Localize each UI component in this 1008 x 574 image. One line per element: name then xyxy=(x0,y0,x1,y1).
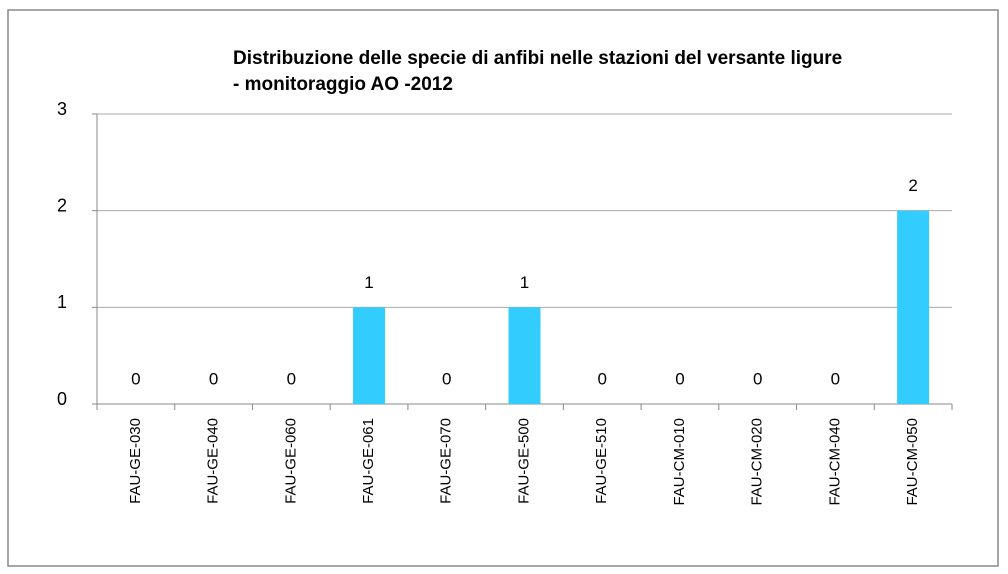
chart-border xyxy=(7,9,999,567)
value-label: 0 xyxy=(831,369,840,388)
bar xyxy=(353,307,386,404)
x-tick-label: FAU-CM-040 xyxy=(826,418,843,506)
y-tick-label: 0 xyxy=(57,389,67,409)
value-label: 1 xyxy=(520,273,529,292)
x-tick-label: FAU-GE-040 xyxy=(205,418,222,504)
x-tick-label: FAU-GE-510 xyxy=(593,418,610,504)
y-tick-label: 1 xyxy=(57,292,67,312)
x-tick-label: FAU-GE-070 xyxy=(438,418,455,504)
x-tick-label: FAU-CM-020 xyxy=(749,418,766,506)
y-tick-label: 3 xyxy=(57,99,67,119)
value-label: 0 xyxy=(597,369,606,388)
bar xyxy=(508,307,541,404)
x-tick-label: FAU-GE-030 xyxy=(127,418,144,504)
value-label: 0 xyxy=(442,369,451,388)
y-tick-label: 2 xyxy=(57,195,67,215)
bar xyxy=(897,210,930,404)
x-tick-label: FAU-CM-010 xyxy=(671,418,688,506)
value-label: 0 xyxy=(209,369,218,388)
x-tick-label: FAU-GE-061 xyxy=(360,418,377,504)
value-label: 0 xyxy=(753,369,762,388)
x-tick-label: FAU-CM-050 xyxy=(904,418,921,506)
chart-title: Distribuzione delle specie di anfibi nel… xyxy=(233,48,843,95)
x-tick-label: FAU-GE-060 xyxy=(282,418,299,504)
value-label: 0 xyxy=(131,369,140,388)
value-label: 2 xyxy=(908,176,917,195)
value-label: 1 xyxy=(364,273,373,292)
x-tick-label: FAU-GE-500 xyxy=(515,418,532,504)
value-label: 0 xyxy=(287,369,296,388)
value-label: 0 xyxy=(675,369,684,388)
